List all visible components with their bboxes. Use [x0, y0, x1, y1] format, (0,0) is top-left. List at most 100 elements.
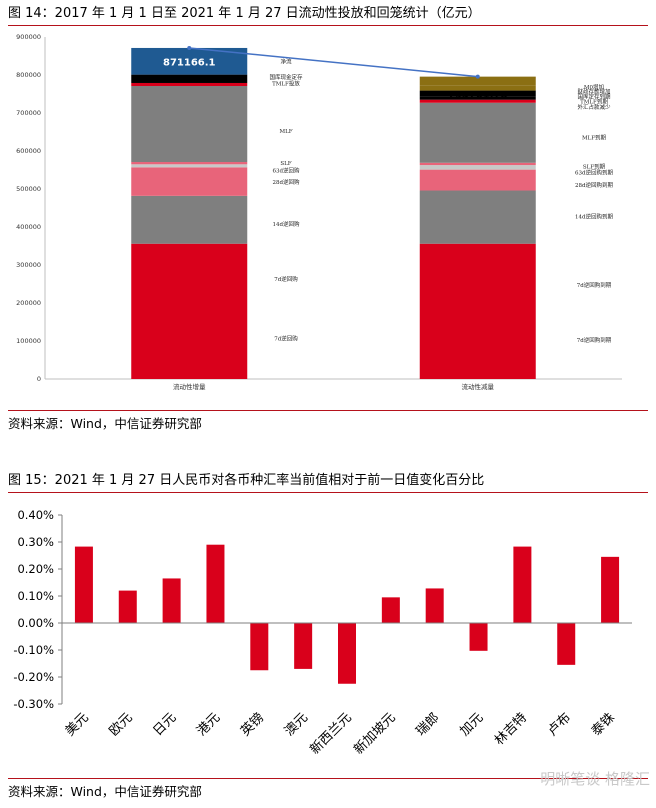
x-tick-label: 林吉特	[492, 710, 530, 748]
segment-annotation: TMLF投放	[272, 79, 300, 87]
segment-annotation: 外汇占款减少	[577, 103, 611, 111]
segment-annotation: 7d逆回购到期	[577, 336, 612, 344]
segment-annotation: 63d逆回购	[272, 166, 300, 174]
bar-segment	[419, 96, 536, 100]
bar-segment	[131, 167, 248, 196]
segment-annotation: SLF到期	[583, 164, 606, 171]
bar-segment	[419, 102, 536, 163]
figure14-bottom-rule	[8, 410, 648, 411]
y-tick-label: 400000	[16, 223, 41, 231]
y-tick-label: 500000	[16, 185, 41, 193]
bar-segment	[131, 243, 248, 379]
x-tick-label: 美元	[63, 710, 92, 739]
bar	[162, 578, 181, 623]
figure14-chart: 0 100000 200000 300000 400000 500000 600000 700…	[16, 33, 622, 391]
bar	[74, 546, 93, 623]
bar	[206, 544, 225, 623]
bar	[425, 588, 444, 623]
total-connector-line	[189, 47, 478, 78]
watermark: 明晰笔谈 格隆汇	[540, 770, 650, 788]
bar	[513, 546, 532, 623]
y-tick-label: 900000	[16, 33, 41, 41]
y-tick-label: 700000	[16, 109, 41, 117]
segment-annotation: MLF到期	[582, 134, 607, 141]
bar-segment	[419, 190, 536, 244]
segment-annotation: 7d逆回购到期	[577, 281, 612, 289]
bar	[118, 590, 137, 623]
segment-annotation: TMLF到期	[580, 99, 608, 106]
segment-annotation: MLF	[279, 129, 292, 135]
segment-annotation: 14d逆回购	[272, 220, 300, 228]
segment-annotation: 国库现金定存	[269, 73, 303, 81]
figure15-title: 图 15：2021 年 1 月 27 日人民币对各币种汇率当前值相对于前一日值变…	[8, 473, 485, 488]
y-tick-label: 0.40%	[17, 508, 54, 522]
y-tick-label: 0.30%	[17, 535, 54, 549]
bar-segment	[419, 76, 536, 86]
segment-annotation: 净流	[280, 58, 292, 66]
bar-segment	[419, 169, 536, 191]
x-tick-label: 瑞郎	[414, 710, 443, 739]
bar-segment	[419, 90, 536, 97]
bar-segment	[419, 162, 536, 166]
x-tick-label: 流动性减量	[462, 382, 495, 391]
increase-total-label: 871166.1	[163, 57, 216, 68]
bar-segment	[419, 165, 536, 170]
segment-annotation: M0增加	[584, 83, 604, 91]
segment-annotation: 63d逆回购到期	[575, 169, 614, 177]
x-tick-label: 港元	[194, 710, 223, 739]
segment-annotation: 14d逆回购到期	[575, 212, 614, 220]
figure15-chart: -0.30% -0.20% -0.10% 0.00% 0.10% 0.20% 0.30% 0.…	[13, 508, 632, 758]
x-tick-label: 英镑	[237, 710, 267, 740]
x-tick-label: 流动性增量	[173, 382, 206, 391]
segment-annotation: 国库定存到期	[577, 93, 611, 101]
bar	[338, 623, 356, 684]
x-tick-label: 泰铢	[588, 710, 618, 740]
x-tick-label: 卢布	[544, 710, 574, 740]
bar-segment	[131, 162, 248, 165]
bar-segment	[419, 85, 536, 91]
bar-segment	[131, 86, 248, 163]
bar-segment	[131, 195, 248, 244]
segment-annotation: SLF	[280, 161, 291, 167]
figure15-bottom-rule	[8, 778, 648, 779]
total-marker	[475, 74, 480, 79]
bar	[601, 556, 620, 623]
segment-annotation: 28d逆回购	[272, 178, 300, 186]
y-tick-label: 0.00%	[17, 616, 54, 630]
x-tick-label: 日元	[150, 710, 179, 739]
x-tick-label: 加元	[457, 710, 486, 739]
bar	[469, 623, 488, 651]
bar	[557, 623, 576, 665]
figure14-title: 图 14：2017 年 1 月 1 日至 2021 年 1 月 27 日流动性投…	[8, 6, 481, 21]
bar	[294, 623, 313, 669]
y-tick-label: 0.10%	[17, 589, 54, 603]
y-tick-label: 300000	[16, 261, 41, 269]
segment-annotation: 财政存款增加	[577, 88, 610, 96]
x-tick-label: 新加坡元	[351, 710, 399, 758]
y-tick-label: -0.20%	[13, 670, 54, 684]
bar-segment	[419, 99, 536, 103]
y-tick-label: 0.20%	[17, 562, 54, 576]
bar-segment	[419, 243, 536, 379]
bar-segment	[131, 74, 248, 83]
x-tick-label: 澳元	[281, 710, 311, 740]
x-tick-label: 欧元	[107, 710, 136, 739]
y-tick-label: -0.10%	[13, 643, 54, 657]
y-tick-label: 200000	[16, 299, 41, 307]
figure14-source: 资料来源：Wind，中信证券研究部	[8, 416, 202, 431]
bar	[381, 597, 400, 623]
y-tick-label: 600000	[16, 147, 41, 155]
decrease-total-label: 795701.78	[448, 90, 508, 101]
total-marker	[187, 45, 192, 50]
figure14-top-rule	[8, 25, 648, 26]
segment-annotation: 28d逆回购到期	[575, 181, 614, 189]
y-tick-label: 0	[37, 375, 41, 383]
y-tick-label: 100000	[16, 337, 41, 345]
bar-segment	[131, 164, 248, 168]
segment-annotation: 7d逆回购	[274, 275, 298, 283]
segment-annotation: 7d逆回购	[274, 335, 298, 343]
figure15-source: 资料来源：Wind，中信证券研究部	[8, 784, 202, 799]
y-tick-label: 800000	[16, 71, 41, 79]
figure15-top-rule	[8, 492, 648, 493]
y-tick-label: -0.30%	[13, 697, 54, 711]
